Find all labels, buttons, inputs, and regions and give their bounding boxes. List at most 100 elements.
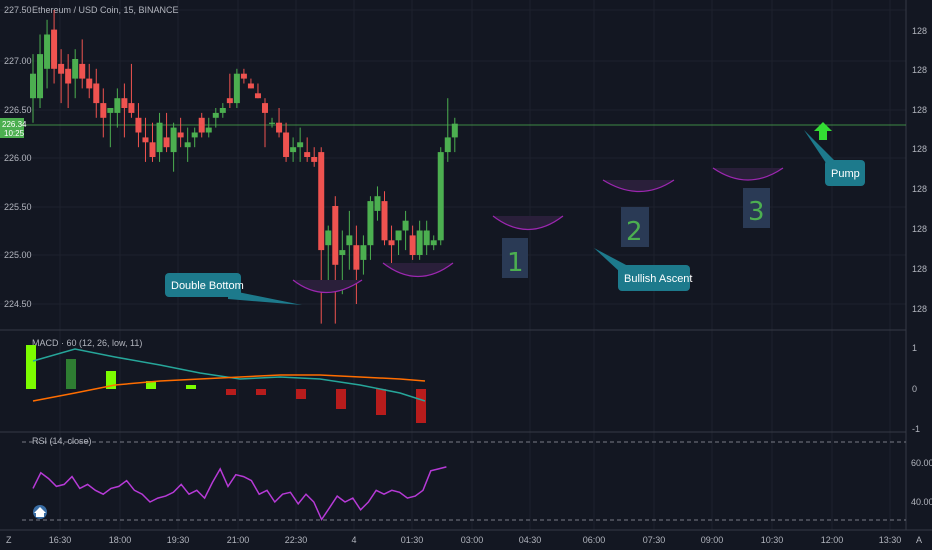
candle: [269, 117, 276, 128]
step1-arc: [492, 215, 564, 231]
price-tick-label: 225.00: [4, 250, 32, 260]
macd-bar: [66, 359, 76, 389]
time-tick-label: 07:30: [643, 535, 666, 545]
candle: [332, 196, 339, 324]
macd-bar: [26, 345, 36, 389]
double-bottom-callout-pointer: [228, 290, 302, 305]
rsi-tick-label: 60.00: [911, 458, 932, 468]
macd-tick-label: -1: [912, 424, 920, 434]
macd-bar: [186, 385, 196, 389]
candle: [261, 98, 268, 148]
step2-arc: [602, 179, 675, 192]
time-axis[interactable]: 16:30 18:00 19:30 21:00 22:30 4 01:30 03:00 04:3…: [49, 535, 902, 545]
candle: [254, 83, 261, 99]
right-tick-label: 128: [912, 144, 927, 154]
macd-bar: [106, 371, 116, 389]
candle: [283, 122, 290, 162]
signal-line: [32, 374, 426, 402]
candle: [198, 112, 205, 138]
candle: [65, 54, 72, 108]
candle: [149, 122, 156, 162]
candle: [437, 147, 444, 246]
double-bottom-text: Double Bottom: [171, 280, 244, 292]
home-icon[interactable]: [33, 505, 47, 519]
candle: [212, 108, 219, 128]
pump-callout[interactable]: [825, 160, 865, 186]
candle: [226, 73, 233, 108]
step3-arc: [712, 167, 784, 181]
symbol-title[interactable]: Ethereum / USD Coin, 15, BINANCE: [32, 5, 179, 15]
rsi-label[interactable]: RSI (14, close): [32, 436, 92, 446]
time-tick-label: 21:00: [227, 535, 250, 545]
candle: [121, 83, 128, 138]
candle: [290, 137, 297, 162]
candle: [423, 220, 430, 255]
right-tick-label: 128: [912, 224, 927, 234]
candle: [177, 117, 184, 148]
time-tick-label: 06:00: [583, 535, 606, 545]
macd-bar: [336, 389, 346, 409]
macd-label[interactable]: MACD · 60 (12, 26, low, 11): [32, 338, 142, 348]
candle: [100, 88, 107, 138]
candle: [142, 117, 149, 162]
price-tick-label: 225.50: [4, 202, 32, 212]
candle: [402, 210, 409, 251]
step2-label: 2: [626, 217, 643, 247]
price-axis[interactable]: 227.50 227.00 226.50 226.00 225.50 225.00 224.…: [4, 5, 32, 309]
right-tick-label: 128: [912, 304, 927, 314]
candle: [247, 78, 254, 89]
macd-bar: [416, 389, 426, 423]
price-tick-label: 224.50: [4, 299, 32, 309]
time-tick-label: 04:30: [519, 535, 542, 545]
price-tick-label: 227.50: [4, 5, 32, 15]
candle: [430, 235, 437, 251]
candle: [346, 210, 353, 270]
price-tick-label: 226.00: [4, 153, 32, 163]
candlestick-series: [30, 10, 458, 324]
step1-box[interactable]: [502, 238, 528, 278]
rsi-tick-label: 40.00: [911, 497, 932, 507]
macd-axis[interactable]: 1 0 -1: [912, 343, 920, 434]
candle: [37, 34, 44, 108]
right-tick-label: 128: [912, 105, 927, 115]
candle: [360, 235, 367, 275]
candle: [276, 108, 283, 138]
candle: [86, 63, 93, 99]
macd-bar: [296, 389, 306, 399]
time-tick-label: 13:30: [879, 535, 902, 545]
candle: [219, 103, 226, 118]
candle: [311, 147, 318, 167]
time-tick-label: 18:00: [109, 535, 132, 545]
right-tick-label: 128: [912, 184, 927, 194]
macd-bar: [146, 381, 156, 389]
candle: [416, 220, 423, 260]
bullish-ascent-callout[interactable]: [618, 265, 690, 291]
corner-left-label[interactable]: Z: [6, 535, 12, 545]
double-bottom-callout[interactable]: [165, 273, 241, 297]
right-axis[interactable]: 128 128 128 128 128 128 128 128: [912, 26, 927, 314]
candle: [240, 68, 247, 84]
macd-bar: [226, 389, 236, 395]
macd-tick-label: 1: [912, 343, 917, 353]
macd-tick-label: 0: [912, 384, 917, 394]
macd-bar: [256, 389, 266, 395]
candle: [114, 88, 121, 128]
pump-text: Pump: [831, 168, 860, 180]
grid: [0, 0, 906, 530]
rsi-axis[interactable]: 60.00 40.00: [911, 458, 932, 507]
candle: [451, 117, 458, 153]
candle: [304, 137, 311, 162]
candle: [79, 39, 86, 89]
candle: [353, 225, 360, 304]
step2-box[interactable]: [621, 207, 649, 247]
candle: [374, 186, 381, 221]
step3-box[interactable]: [743, 188, 770, 228]
step1-label: 1: [507, 248, 524, 278]
pump-arrow-icon[interactable]: [814, 122, 832, 140]
price-tick-label: 226.50: [4, 105, 32, 115]
corner-right-label[interactable]: A: [916, 535, 922, 545]
candle: [444, 98, 451, 162]
candle: [107, 108, 114, 148]
